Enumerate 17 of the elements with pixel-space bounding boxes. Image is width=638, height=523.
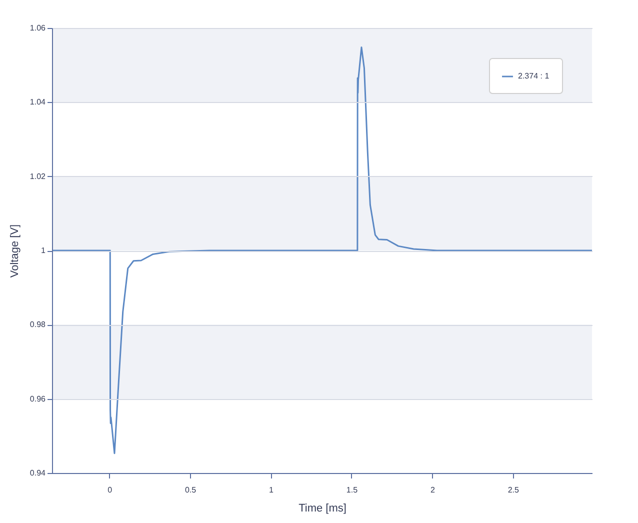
y-tick-label: 1.04	[30, 98, 46, 107]
x-axis-title: Time [ms]	[298, 502, 346, 514]
y-tick-label: 1.06	[30, 24, 46, 32]
line-series	[52, 46, 592, 454]
x-tick-label: 2	[430, 486, 436, 494]
y-axis-title: Voltage [V]	[8, 224, 21, 278]
x-tick-label: 2.5	[508, 486, 520, 494]
y-tick-label: 0.98	[30, 320, 46, 330]
x-tick-label: 1.5	[346, 486, 358, 494]
legend-label: 2.374 : 1	[518, 72, 550, 80]
x-tick-label: 0.5	[184, 486, 197, 494]
y-tick-label: 1.02	[30, 172, 46, 181]
y-tick-label: 1	[41, 246, 46, 255]
y-tick-label: 0.96	[30, 394, 46, 404]
y-tick-label: 0.94	[30, 468, 46, 478]
x-tick-label: 0	[108, 486, 113, 494]
x-tick-label: 1	[269, 486, 274, 494]
